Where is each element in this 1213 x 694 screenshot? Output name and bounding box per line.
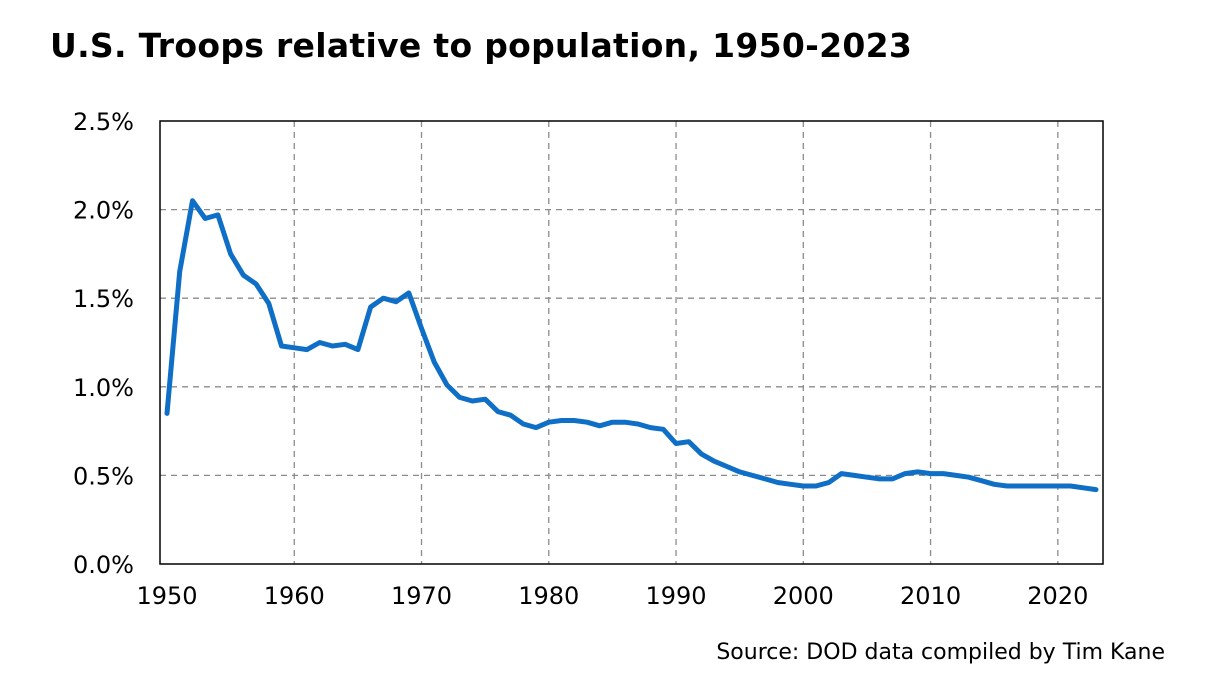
- grid-layer: [160, 121, 1103, 564]
- x-tick-label: 1990: [646, 582, 707, 610]
- series-line: [164, 198, 1099, 493]
- y-tick-label: 0.5%: [73, 462, 134, 490]
- x-tick-label: 1980: [518, 582, 579, 610]
- x-tick-label: 2020: [1027, 582, 1088, 610]
- series-layer: [164, 198, 1099, 493]
- source-note: Source: DOD data compiled by Tim Kane: [716, 640, 1165, 665]
- y-tick-label: 1.0%: [73, 374, 134, 402]
- x-tick-label: 1950: [136, 582, 197, 610]
- tick-layer: 0.0% 0.5% 1.0% 1.5% 2.0% 2.5% 1950 1960 1970 1980…: [73, 108, 1088, 610]
- x-tick-label: 1960: [264, 582, 325, 610]
- chart-title: U.S. Troops relative to population, 1950…: [50, 26, 913, 65]
- x-tick-label: 1970: [391, 582, 452, 610]
- y-tick-label: 0.0%: [73, 551, 134, 579]
- x-tick-label: 2010: [900, 582, 961, 610]
- y-tick-label: 2.5%: [73, 108, 134, 136]
- y-tick-label: 2.0%: [73, 197, 134, 225]
- y-tick-label: 1.5%: [73, 285, 134, 313]
- x-tick-label: 2000: [773, 582, 834, 610]
- plot-frame: [159, 120, 1104, 565]
